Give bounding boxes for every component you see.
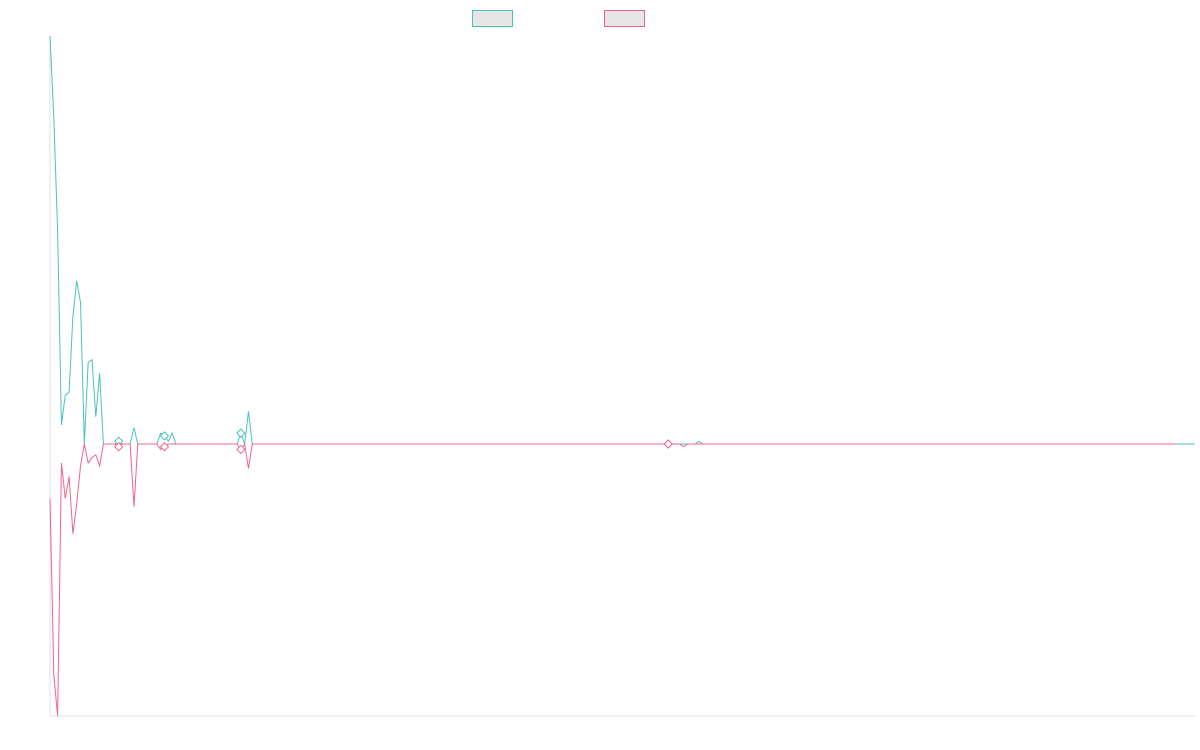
- data-point-marker: [236, 428, 246, 438]
- data-point-marker: [113, 442, 124, 452]
- data-point-marker: [663, 439, 674, 449]
- data-point-marker: [236, 444, 246, 455]
- series-layer: [49, 35, 1195, 717]
- data-point-marker: [159, 442, 170, 452]
- data-point-marker: [159, 431, 170, 441]
- legend-swatch-series-1[interactable]: [472, 10, 513, 27]
- legend-swatch-series-2[interactable]: [604, 10, 645, 27]
- legend: [472, 10, 645, 27]
- marker-layer: [113, 428, 674, 455]
- axes: [49, 36, 1195, 717]
- series-line-1: [49, 35, 1195, 445]
- series-line-2: [49, 442, 1176, 717]
